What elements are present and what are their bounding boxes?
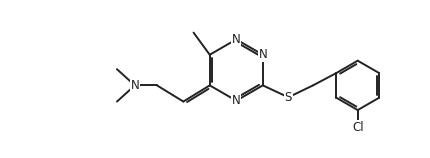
Text: N: N	[258, 48, 267, 61]
Text: N: N	[232, 94, 241, 107]
Text: Cl: Cl	[352, 121, 363, 134]
Text: N: N	[232, 33, 241, 46]
Text: S: S	[285, 91, 292, 104]
Text: N: N	[130, 79, 139, 92]
